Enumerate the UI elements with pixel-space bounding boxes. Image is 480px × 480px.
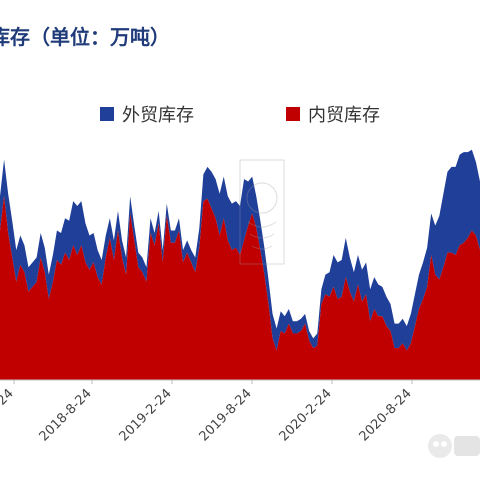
plot-area bbox=[0, 149, 480, 380]
legend-label-domestic: 内贸库存 bbox=[308, 105, 380, 126]
x-tick-label: 2018-8-24 bbox=[37, 386, 95, 444]
x-tick-label: 2019-8-24 bbox=[197, 386, 255, 444]
x-tick-label: 2020-2-24 bbox=[277, 386, 335, 444]
legend-label-foreign: 外贸库存 bbox=[122, 105, 194, 126]
legend: 外贸库存 内贸库存 bbox=[100, 105, 380, 126]
x-axis-ticks: 2-24 2018-8-24 2019-2-24 2019-8-24 2020-2-24… bbox=[0, 380, 415, 444]
series-area-foreign bbox=[0, 149, 480, 351]
series-area-domestic bbox=[0, 196, 480, 380]
x-tick-label: 2-24 bbox=[0, 386, 17, 417]
watermark-logo bbox=[239, 159, 285, 265]
legend-swatch-domestic bbox=[286, 107, 300, 121]
watermark-badge bbox=[428, 434, 480, 458]
legend-swatch-foreign bbox=[100, 107, 114, 121]
chart-title: 库存（单位：万吨） bbox=[0, 25, 170, 49]
x-tick-label: 2020-8-24 bbox=[357, 386, 415, 444]
x-tick-label: 2019-2-24 bbox=[117, 386, 175, 444]
